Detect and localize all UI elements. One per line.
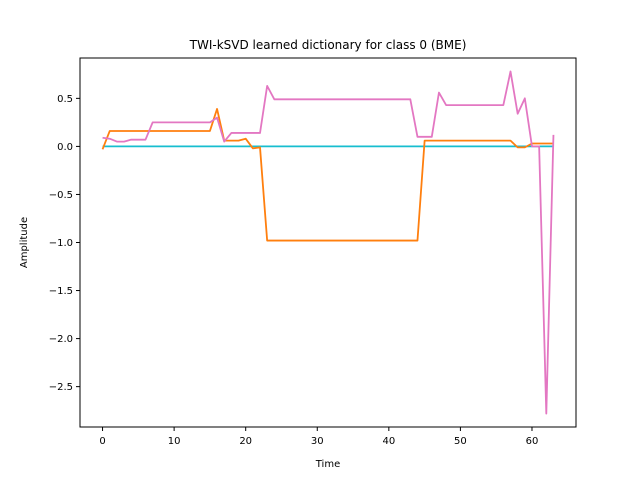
y-tick-label: −0.5 [49, 190, 73, 201]
x-tick-label: 10 [168, 436, 181, 447]
series-layer [101, 70, 555, 415]
x-tick-label: 50 [454, 436, 467, 447]
y-tick-label: −1.0 [49, 238, 73, 249]
y-tick-label: −2.0 [49, 334, 73, 345]
y-tick-label: 0.5 [57, 94, 73, 105]
y-tick-label: −2.5 [49, 382, 73, 393]
x-axis-label: Time [315, 459, 340, 470]
y-tick-label: −1.5 [49, 286, 73, 297]
y-tick-label: 0.0 [57, 142, 73, 153]
chart-title: TWI-kSVD learned dictionary for class 0 … [189, 38, 467, 52]
y-axis: −2.5 −2.0 −1.5 −1.0 −0.5 0.0 0.5 [49, 94, 80, 393]
y-axis-label: Amplitude [19, 217, 30, 268]
x-tick-label: 30 [311, 436, 324, 447]
x-tick-label: 40 [382, 436, 395, 447]
x-tick-label: 0 [99, 436, 105, 447]
x-tick-label: 20 [239, 436, 252, 447]
series-line-2 [102, 70, 555, 415]
x-tick-label: 60 [526, 436, 539, 447]
series-line-1 [101, 108, 554, 242]
x-axis: 0 10 20 30 40 50 60 [99, 427, 538, 447]
